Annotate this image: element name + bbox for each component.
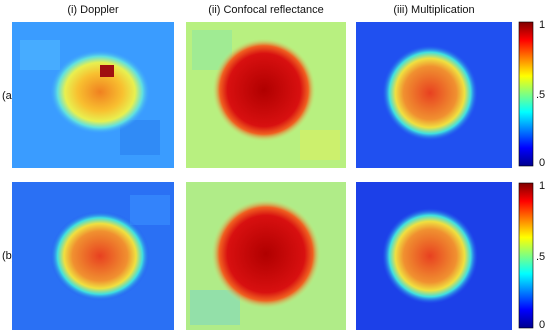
colorbar-tick: 1 — [539, 180, 545, 192]
colorbar-tick: .5 — [536, 89, 545, 101]
column-title: (i) Doppler — [67, 4, 119, 16]
panel-b-multiplication — [356, 182, 512, 330]
colorbar-tick: 0 — [539, 319, 545, 331]
column-title: (iii) Multiplication — [393, 4, 474, 16]
panel-b-doppler — [12, 182, 174, 330]
column-title: (ii) Confocal reflectance — [208, 4, 324, 16]
colorbar-tick: 0 — [539, 157, 545, 169]
panel-a-doppler — [12, 22, 174, 168]
colorbar — [518, 21, 534, 167]
panel-a-multiplication — [356, 22, 512, 168]
colorbar-tick: 1 — [539, 19, 545, 31]
panel-b-confocal — [186, 182, 346, 330]
colorbar-tick: .5 — [536, 251, 545, 263]
panel-a-confocal — [186, 22, 346, 168]
colorbar — [518, 182, 534, 329]
